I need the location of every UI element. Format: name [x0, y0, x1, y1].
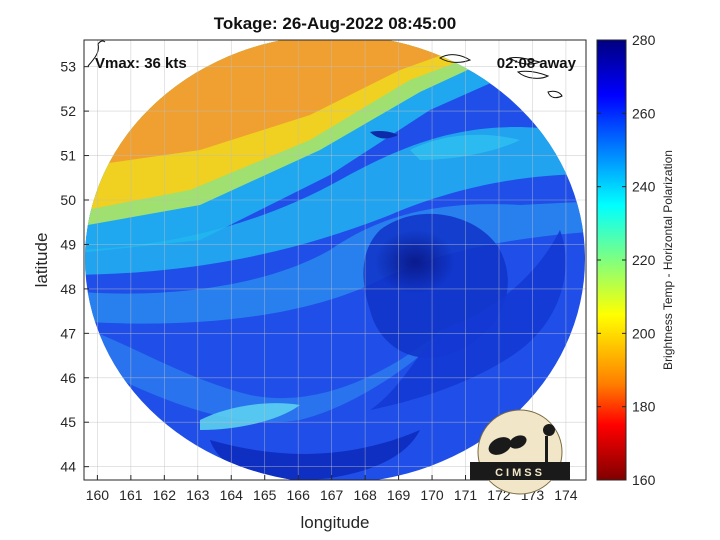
x-tick-label: 169: [387, 487, 411, 503]
x-tick-label: 170: [420, 487, 444, 503]
x-tick-label: 161: [119, 487, 143, 503]
colorbar-tick-label: 260: [632, 105, 656, 121]
x-tick-label: 164: [220, 487, 244, 503]
x-tick-label: 163: [186, 487, 210, 503]
y-tick-label: 50: [60, 192, 76, 208]
x-tick-label: 167: [320, 487, 344, 503]
y-tick-label: 48: [60, 281, 76, 297]
x-tick-label: 162: [153, 487, 177, 503]
y-tick-label: 53: [60, 59, 76, 75]
time-away-readout: 02:08 away: [497, 55, 577, 72]
cimss-logo: CIMSS: [470, 409, 570, 495]
x-tick-label: 160: [86, 487, 110, 503]
colorbar-tick-label: 200: [632, 325, 656, 341]
y-tick-label: 46: [60, 370, 76, 386]
colorbar-tick-label: 160: [632, 472, 656, 488]
x-tick-label: 166: [287, 487, 311, 503]
satellite-swath: [85, 40, 585, 480]
x-tick-label: 168: [353, 487, 377, 503]
x-tick-label: 171: [454, 487, 478, 503]
y-tick-label: 49: [60, 236, 76, 252]
coastline-outlines: [87, 40, 563, 99]
x-tick-label: 165: [253, 487, 277, 503]
colorbar-label: Brightness Temp - Horizontal Polarizatio…: [661, 150, 675, 370]
y-tick-label: 44: [60, 459, 76, 475]
y-tick-label: 47: [60, 325, 76, 341]
y-axis-label: latitude: [32, 233, 51, 288]
cimss-logo-text: CIMSS: [495, 467, 545, 479]
colorbar-tick-label: 280: [632, 32, 656, 48]
vmax-readout: Vmax: 36 kts: [95, 55, 187, 72]
chart-title: Tokage: 26-Aug-2022 08:45:00: [213, 14, 457, 33]
colorbar-ticks: 160 180 200 220 240 260 280: [597, 32, 656, 488]
colorbar-tick-label: 240: [632, 179, 656, 195]
x-tick-label: 174: [554, 487, 578, 503]
colorbar-tick-label: 220: [632, 252, 656, 268]
y-tick-label: 52: [60, 103, 76, 119]
grid-lines: [84, 40, 586, 480]
x-axis-label: longitude: [300, 513, 369, 532]
colorbar-tick-label: 180: [632, 399, 656, 415]
y-axis-ticks: 44 45 46 47 48 49 50 51 52 53: [60, 59, 89, 475]
plot-frame: [83, 39, 587, 481]
y-tick-label: 45: [60, 414, 76, 430]
y-tick-label: 51: [60, 148, 76, 164]
colorbar: [596, 39, 627, 481]
